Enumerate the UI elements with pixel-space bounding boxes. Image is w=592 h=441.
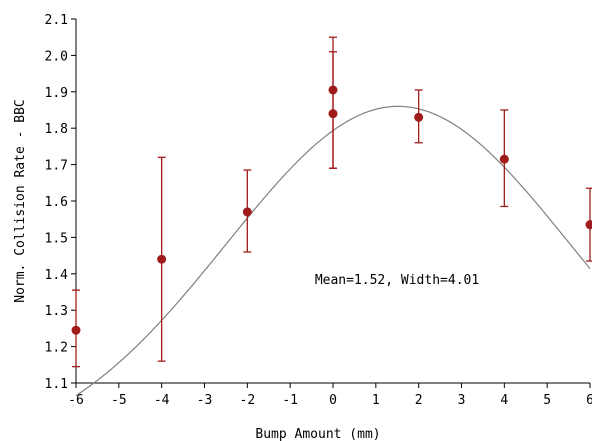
y-tick-label: 2.1: [45, 13, 68, 28]
data-point: [242, 207, 252, 217]
data-point: [157, 254, 167, 264]
data-points: [71, 36, 592, 368]
x-tick-label: 3: [458, 393, 466, 408]
x-tick-label: 5: [543, 393, 551, 408]
y-tick-label: 1.9: [45, 86, 68, 101]
x-tick-label: -3: [197, 393, 213, 408]
y-tick-label: 1.4: [45, 268, 69, 283]
y-tick-label: 1.3: [45, 304, 68, 319]
x-tick-label: -4: [154, 393, 170, 408]
y-tick-label: 1.2: [45, 341, 68, 356]
y-tick-label: 1.7: [45, 159, 68, 174]
fit-annotation: Mean=1.52, Width=4.01: [315, 273, 479, 288]
x-tick-label: -1: [282, 393, 298, 408]
data-point: [414, 112, 424, 122]
x-tick-label: -6: [68, 393, 84, 408]
y-tick-label: 1.5: [45, 231, 68, 246]
data-point: [328, 109, 338, 119]
data-point: [585, 220, 592, 230]
x-tick-label: -5: [111, 393, 127, 408]
axis-ticks: -6 -5 -4 -3 -2 -1 0 1 2 3 4 5 6 1.1 1.2 1.3 1.4 1.5 1.6 1.7…: [45, 13, 592, 408]
x-axis-label: Bump Amount (mm): [255, 427, 380, 441]
x-tick-label: 0: [329, 393, 337, 408]
data-point: [499, 154, 509, 164]
x-tick-label: 4: [500, 393, 508, 408]
x-tick-label: 1: [372, 393, 380, 408]
y-tick-label: 1.1: [45, 377, 68, 392]
y-tick-label: 2.0: [45, 49, 68, 64]
y-axis-label: Norm. Collision Rate - BBC: [13, 99, 28, 303]
y-tick-label: 1.8: [45, 122, 68, 137]
x-tick-label: 6: [586, 393, 592, 408]
x-tick-label: 2: [415, 393, 423, 408]
y-tick-label: 1.6: [45, 195, 68, 210]
x-tick-label: -2: [240, 393, 256, 408]
data-point: [71, 325, 81, 335]
